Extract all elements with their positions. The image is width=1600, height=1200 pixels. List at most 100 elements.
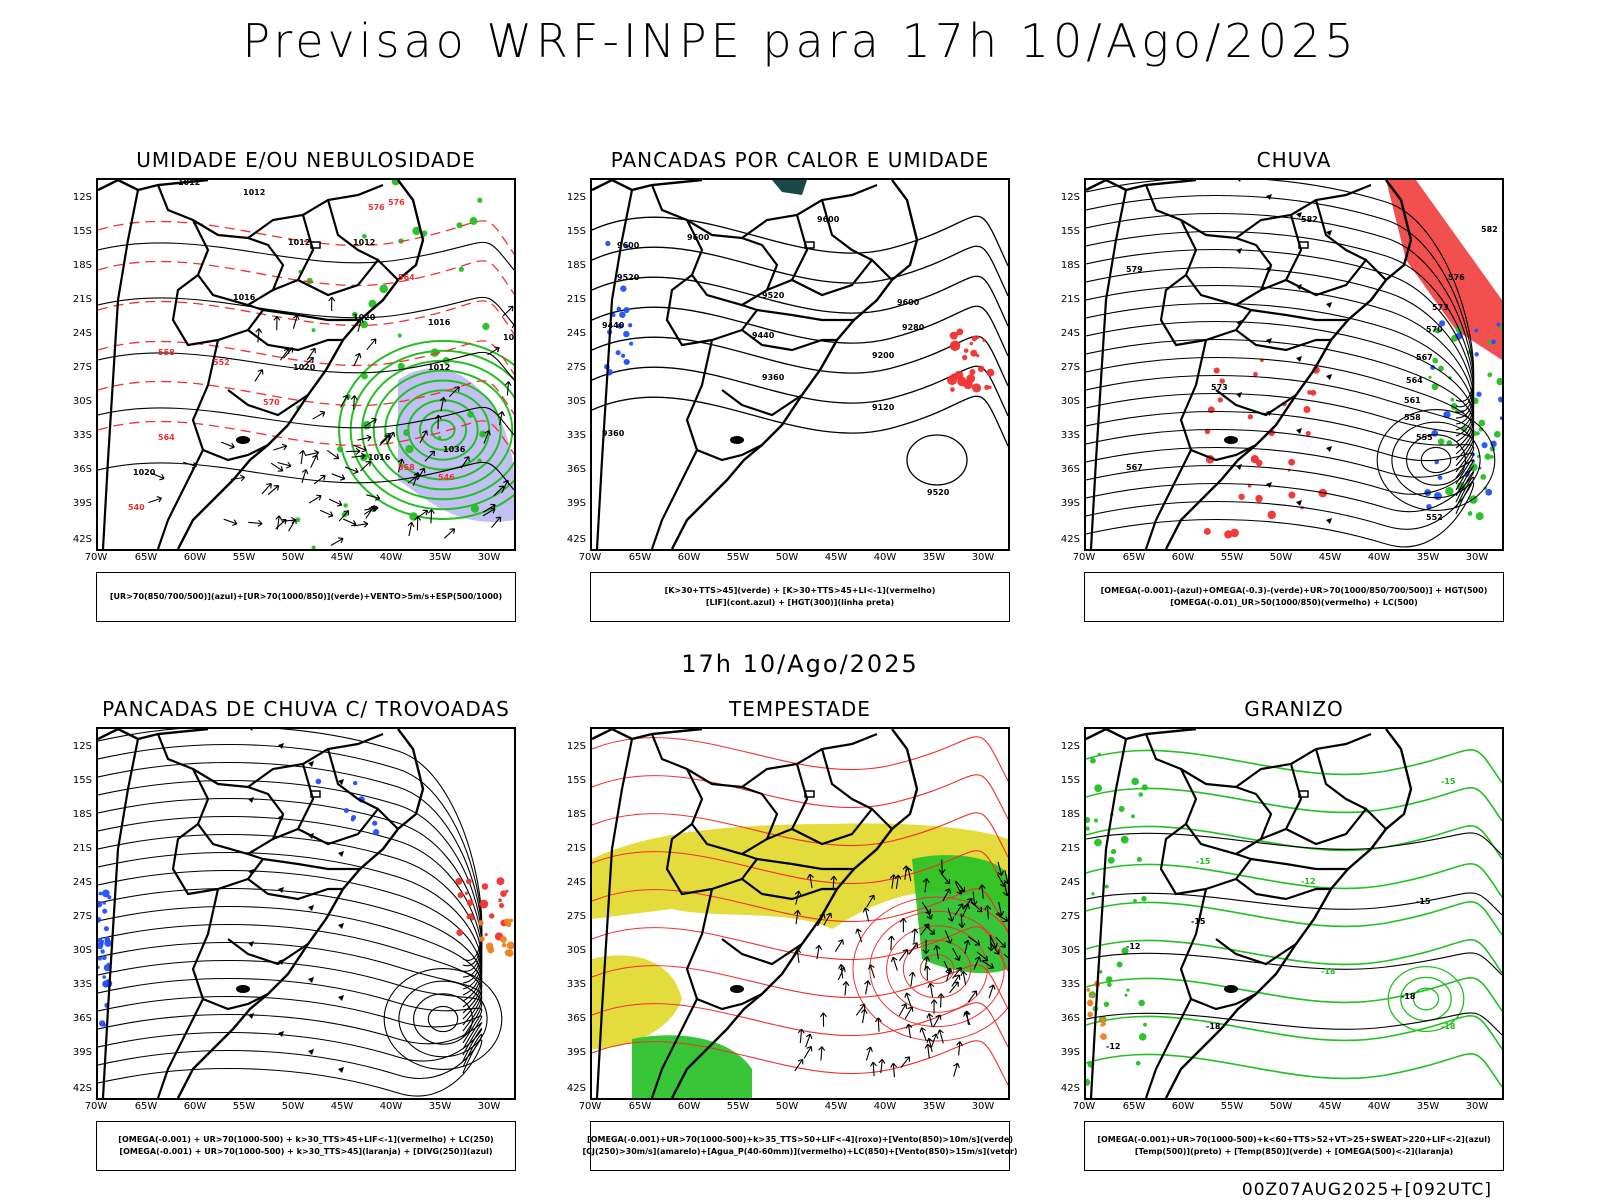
shaded-area [295,517,301,523]
streamline [1086,320,1475,449]
lon-tick-label: 60W [183,552,207,563]
shaded-area [372,829,380,836]
wind-vector [864,980,871,995]
streamline [1086,482,1475,548]
wind-vector [805,1033,813,1048]
contour-line [1376,409,1496,511]
lat-tick-label: 42S [566,1083,586,1094]
shaded-area [466,899,474,907]
shaded-area [1438,365,1444,372]
shaded-area [1126,988,1130,992]
lat-tick-label: 24S [566,328,586,339]
shaded-area [984,384,990,391]
lon-tick-label: 50W [281,552,305,563]
lon-tick-label: 70W [578,552,602,563]
shaded-area [506,949,514,957]
streamline-arrow [278,887,284,893]
shaded-area [1203,527,1211,535]
shaded-area [98,942,104,950]
streamline-arrow [1326,374,1332,380]
contour-label: 570 [263,398,280,407]
contour-line [592,215,1008,267]
streamline [1086,284,1474,437]
contour-label: -12 [1106,1042,1120,1051]
contour-line [592,275,1008,327]
shaded-area [1217,397,1223,403]
shaded-area [1107,982,1112,988]
shaded-area [477,197,483,203]
wind-vector [865,1046,873,1061]
contour-line [430,419,456,441]
contour-label: 558 [398,463,415,472]
shaded-area [623,330,630,338]
wind-vector [967,936,981,946]
lon-tick-label: 35W [1416,1101,1440,1112]
contour-label: 567 [1126,463,1143,472]
lon-tick-label: 50W [775,552,799,563]
wind-vector [976,951,989,962]
contour-label: 540 [128,503,145,512]
shaded-area [1445,487,1454,496]
streamline [98,977,483,1044]
shaded-area [1089,993,1095,998]
shaded-area [1086,987,1091,992]
streamline [98,887,483,1014]
wind-vector [958,913,966,928]
wind-vector [898,948,909,962]
contour-label: 9600 [687,233,710,242]
contour-label: -15 [1196,857,1211,866]
humidity-shading [398,368,514,522]
political-border [650,183,878,240]
shaded-area [619,311,626,319]
wind-vector [900,1056,911,1069]
lat-tick-label: 27S [566,362,586,373]
wind-vector [340,394,349,408]
streamline [1086,374,1475,467]
wind-vector [937,993,945,1008]
contour-line [1086,749,1502,784]
lon-tick-label: 55W [232,1101,256,1112]
political-border [1250,857,1348,871]
shaded-area [509,918,514,923]
shaded-area [1430,364,1436,371]
wind-vector [995,936,1006,948]
panel-title: UMIDADE E/OU NEBULOSIDADE [136,148,476,172]
wind-vector [830,875,838,891]
lat-tick-label: 39S [72,1047,92,1058]
lagoon-mark [730,985,744,993]
streamline-arrow [248,1013,254,1019]
political-border [171,823,265,896]
political-border [650,732,878,789]
longitude-axis: 70W 65W 60W 55W 50W 45W 40W 35W 30W [85,552,516,566]
political-border [665,274,759,347]
shaded-area [343,503,348,508]
contour-line [1086,977,1502,1012]
wind-vector [818,1046,826,1061]
contour-line [592,850,1008,896]
political-border [1260,258,1387,297]
wind-vector [890,956,898,971]
political-border [650,449,698,549]
contour-label: 1012 [288,238,310,247]
wind-vector [483,430,491,444]
political-border [1144,732,1372,789]
contour-label: 9360 [602,429,625,438]
streamline [98,1013,483,1056]
legend-line-1: [OMEGA(-0.001) + UR>70(1000-500) + k>30_… [118,1135,494,1144]
political-border [1144,183,1372,240]
political-border [721,938,803,966]
wind-vector [953,1062,960,1077]
wind-vector [803,1045,813,1059]
political-border [1179,888,1257,1011]
lon-tick-label: 50W [1269,1101,1293,1112]
shaded-area [1133,898,1137,903]
contour-line [427,1005,459,1033]
shaded-area [1100,1033,1107,1041]
political-border [1089,189,1128,549]
shaded-area [1138,792,1144,797]
shaded-area [1138,1033,1147,1041]
shaded-area [421,230,428,237]
contour-label: 579 [1126,265,1143,274]
shaded-area [1499,325,1502,330]
wind-vector [860,1008,868,1024]
